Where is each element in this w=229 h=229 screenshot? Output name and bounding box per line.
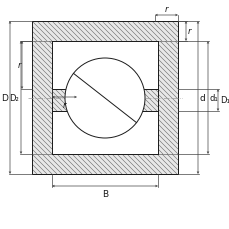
Text: D: D xyxy=(1,94,8,103)
Text: r: r xyxy=(164,5,168,14)
Text: d₁: d₁ xyxy=(209,94,218,103)
Text: D₁: D₁ xyxy=(219,96,229,105)
Polygon shape xyxy=(141,90,157,112)
Polygon shape xyxy=(32,154,177,174)
Polygon shape xyxy=(32,22,177,42)
Text: r: r xyxy=(17,61,21,70)
Polygon shape xyxy=(52,90,68,112)
Circle shape xyxy=(65,59,144,138)
Text: r: r xyxy=(63,101,66,109)
Polygon shape xyxy=(32,42,52,154)
Polygon shape xyxy=(157,42,177,154)
Text: D₂: D₂ xyxy=(9,94,19,103)
Text: B: B xyxy=(101,189,108,198)
Text: d: d xyxy=(199,94,205,103)
Text: r: r xyxy=(187,27,191,36)
